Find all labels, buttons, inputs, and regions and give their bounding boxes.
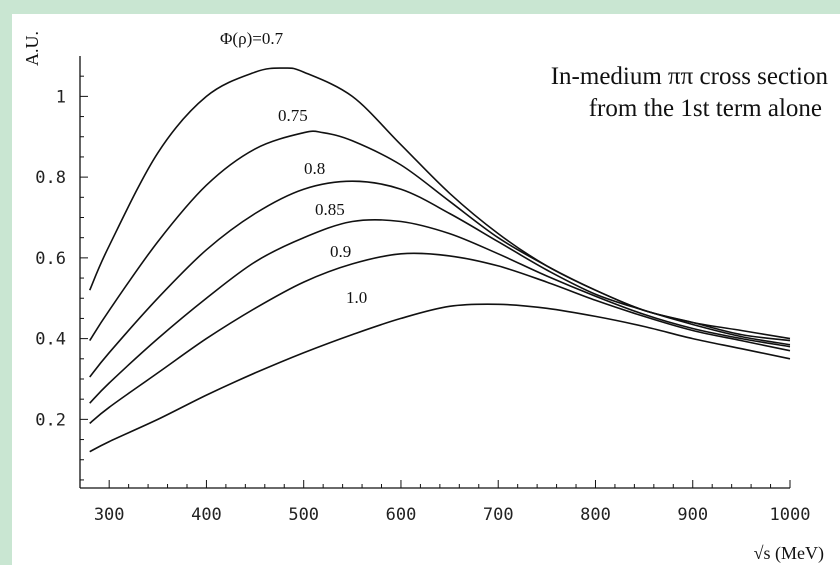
series-line-4 <box>89 252 791 425</box>
y-tick-label: 0.6 <box>35 249 66 269</box>
x-tick-label: 500 <box>288 505 319 525</box>
series-label-0: Φ(ρ)=0.7 <box>220 29 284 48</box>
line-chart: 0.2 0.4 0.6 0.8 1 300 400 500 600 700 800 900 1000 Φ… <box>22 29 829 564</box>
y-tick-label: 0.4 <box>35 330 66 350</box>
x-tick-label: 900 <box>677 505 708 525</box>
y-tick-label: 0.8 <box>35 168 66 188</box>
annotation-line-2: from the 1st term alone <box>589 95 822 122</box>
axes <box>79 56 790 489</box>
x-tick-label: 1000 <box>770 505 811 525</box>
x-tick-label: 700 <box>483 505 514 525</box>
series-labels: Φ(ρ)=0.7 0.75 0.8 0.85 0.9 1.0 <box>220 29 367 307</box>
x-tick-label: 300 <box>94 505 125 525</box>
series-label-3: 0.85 <box>315 200 345 219</box>
chart-frame: 0.2 0.4 0.6 0.8 1 300 400 500 600 700 800 900 1000 Φ… <box>12 14 840 565</box>
series-label-4: 0.9 <box>330 242 351 261</box>
annotation-line-1: In-medium ππ cross section <box>551 63 829 90</box>
x-axis-label: √s (MeV) <box>754 543 824 564</box>
ticks: 0.2 0.4 0.6 0.8 1 300 400 500 600 700 800 900 1000 <box>35 75 811 525</box>
y-tick-label: 1 <box>56 87 66 107</box>
series-line-2 <box>89 180 791 378</box>
x-tick-label: 400 <box>191 505 222 525</box>
series-label-1: 0.75 <box>278 106 308 125</box>
x-tick-label: 600 <box>386 505 417 525</box>
x-tick-label: 800 <box>580 505 611 525</box>
series-line-5 <box>89 303 791 453</box>
series-line-3 <box>89 218 791 404</box>
series-line-1 <box>89 130 791 342</box>
y-tick-label: 0.2 <box>35 410 66 430</box>
series-label-5: 1.0 <box>346 288 367 307</box>
y-axis-label: A.U. <box>22 31 42 66</box>
series-lines <box>88 67 791 453</box>
series-label-2: 0.8 <box>304 159 325 178</box>
